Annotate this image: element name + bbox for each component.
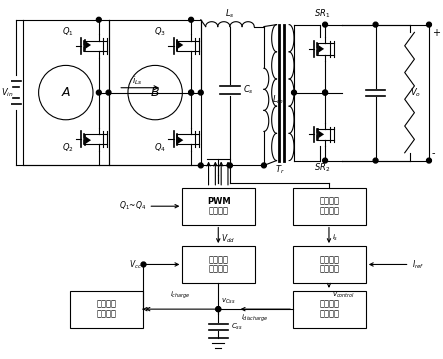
- Text: $Q_2$: $Q_2$: [62, 142, 74, 154]
- Circle shape: [189, 90, 194, 95]
- Text: $i_{Ls}$: $i_{Ls}$: [132, 75, 143, 87]
- Circle shape: [106, 90, 111, 95]
- Circle shape: [323, 90, 327, 95]
- Circle shape: [39, 65, 93, 120]
- Text: $Q_3$: $Q_3$: [154, 25, 166, 38]
- Circle shape: [373, 22, 378, 27]
- Text: 驱动电压: 驱动电压: [209, 255, 229, 264]
- Text: $SR_2$: $SR_2$: [314, 161, 330, 174]
- Text: 谐振电流: 谐振电流: [319, 197, 339, 206]
- Text: $V_{dd}$: $V_{dd}$: [221, 232, 235, 245]
- Text: $Q_1$~$Q_4$: $Q_1$~$Q_4$: [119, 200, 146, 213]
- Text: 调节单元: 调节单元: [319, 265, 339, 274]
- Text: $Q_4$: $Q_4$: [154, 142, 166, 154]
- Circle shape: [228, 163, 232, 168]
- Bar: [293, 188, 366, 225]
- Text: +: +: [432, 28, 440, 38]
- Text: 电流闭环: 电流闭环: [319, 255, 339, 264]
- Circle shape: [189, 17, 194, 22]
- Text: $V_{in}$: $V_{in}$: [1, 86, 13, 99]
- Text: $I_{ref}$: $I_{ref}$: [412, 258, 424, 271]
- Text: 驱动单元: 驱动单元: [209, 206, 229, 215]
- Text: $V_o$: $V_o$: [410, 86, 421, 99]
- Text: $L_m$: $L_m$: [272, 93, 284, 106]
- Text: $i_s$: $i_s$: [332, 232, 338, 243]
- Circle shape: [427, 158, 431, 163]
- Text: 软启电容: 软启电容: [319, 300, 339, 309]
- Text: $C_{ss}$: $C_{ss}$: [231, 322, 243, 332]
- Polygon shape: [318, 45, 324, 53]
- Circle shape: [97, 17, 101, 22]
- Polygon shape: [85, 41, 91, 49]
- Bar: [183, 188, 255, 225]
- Circle shape: [216, 307, 221, 312]
- Circle shape: [291, 90, 296, 95]
- Text: $C_s$: $C_s$: [242, 83, 253, 96]
- Text: A: A: [62, 86, 70, 99]
- Text: $T_r$: $T_r$: [275, 163, 284, 176]
- Circle shape: [198, 90, 203, 95]
- Polygon shape: [178, 136, 183, 144]
- Circle shape: [216, 307, 221, 312]
- Text: 采样模块: 采样模块: [319, 206, 339, 215]
- Circle shape: [427, 22, 431, 27]
- Text: B: B: [151, 86, 159, 99]
- Circle shape: [323, 90, 327, 95]
- Text: 充电单元: 充电单元: [96, 309, 116, 318]
- Bar: [70, 291, 143, 328]
- Circle shape: [323, 22, 327, 27]
- Text: $V_{cc}$: $V_{cc}$: [128, 258, 142, 271]
- Text: $v_{control}$: $v_{control}$: [332, 291, 355, 300]
- Text: PWM: PWM: [207, 197, 230, 206]
- Circle shape: [97, 90, 101, 95]
- Circle shape: [141, 262, 146, 267]
- Text: 产生单元: 产生单元: [209, 265, 229, 274]
- Text: $v_{Css}$: $v_{Css}$: [221, 297, 236, 306]
- Polygon shape: [178, 41, 183, 49]
- Polygon shape: [318, 130, 324, 138]
- Circle shape: [128, 65, 183, 120]
- Circle shape: [373, 158, 378, 163]
- Text: 软启电容: 软启电容: [96, 300, 116, 309]
- Circle shape: [189, 90, 194, 95]
- Text: $Q_1$: $Q_1$: [62, 25, 74, 38]
- Bar: [293, 246, 366, 283]
- Circle shape: [261, 163, 266, 168]
- Text: $i_{discharge}$: $i_{discharge}$: [241, 312, 269, 323]
- Polygon shape: [85, 136, 91, 144]
- Text: 放电单元: 放电单元: [319, 309, 339, 318]
- Text: $SR_1$: $SR_1$: [314, 8, 330, 20]
- Bar: [293, 291, 366, 328]
- Text: $i_{charge}$: $i_{charge}$: [170, 290, 191, 301]
- Text: $L_s$: $L_s$: [225, 8, 235, 20]
- Circle shape: [198, 163, 203, 168]
- Bar: [183, 246, 255, 283]
- Text: -: -: [432, 148, 435, 158]
- Circle shape: [323, 158, 327, 163]
